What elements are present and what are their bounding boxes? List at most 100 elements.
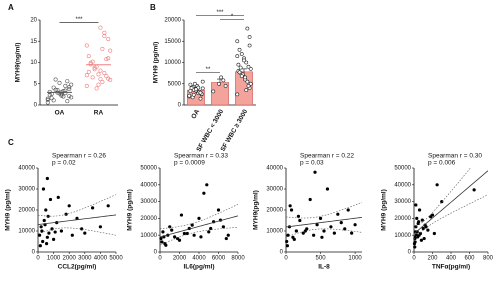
y-tick-label: 40000 [394,182,411,188]
data-point [102,71,107,76]
y-tick-label: 20000 [266,208,283,214]
x-tick-label: 0 [158,256,162,262]
fit-group [38,194,116,236]
annotation: p = 0.02 [52,160,76,167]
y-axis-label: MYH9 (pg/ml) [153,42,160,84]
data-point [294,229,298,233]
data-point [248,81,253,86]
annotation: p = 0.03 [300,160,324,167]
data-point [67,204,71,208]
data-point [236,62,241,67]
data-point [429,215,433,219]
data-point [44,208,48,212]
data-point [88,62,93,67]
x-tick-label: 0 [284,256,288,262]
y-tick-label: 0 [32,250,36,256]
data-point [242,58,246,63]
data-point [415,216,419,220]
data-point [244,60,249,65]
data-point [223,83,228,88]
data-point [53,87,58,92]
data-point [69,95,74,100]
data-point [83,231,87,235]
y-tick-label: 10000 [164,60,181,66]
y-axis-label: MYH9 (pg/ml) [5,189,12,231]
data-point [86,54,91,59]
data-point [39,225,43,229]
data-point [336,212,340,216]
y-tick-label: 20000 [164,18,181,24]
data-point [80,227,84,231]
data-point [84,73,89,78]
data-point [419,238,423,242]
y-axis-label: MYH9(pg/ml) [253,190,260,230]
annotation: Spearman r = 0.26 [52,153,106,160]
data-point [42,218,46,223]
y-tick-label: 5000 [168,81,182,87]
annotation: p = 0.0009 [174,160,205,167]
data-point [104,57,109,62]
data-point [226,233,230,237]
data-point [67,85,72,90]
data-point [424,225,428,229]
data-point [235,39,240,44]
data-point [96,82,101,87]
y-tick-label: 30000 [140,199,157,205]
data-point [200,86,205,91]
data-point [49,96,54,101]
y-tick-label: 30000 [266,187,283,193]
data-point [322,229,326,233]
data-point [414,235,418,239]
data-point [45,176,49,181]
data-point [303,229,307,233]
y-tick-label: 40000 [266,166,283,172]
data-point [298,218,302,223]
annotation: p = 0.006 [428,160,456,167]
y-tick-label: 0 [34,103,38,109]
y-tick-label: 20 [30,18,37,24]
data-point [102,30,107,35]
data-point [102,34,107,39]
data-point [205,183,209,187]
data-point [94,86,99,91]
data-point [414,203,418,207]
y-tick-label: 0 [178,103,182,109]
confidence-band [414,168,471,229]
annotation: Spearman r = 0.22 [300,153,354,160]
data-point [246,83,251,88]
data-point [209,226,213,231]
y-tick-label: 15000 [164,39,181,45]
data-point [106,204,110,208]
data-point [59,229,64,233]
data-point [472,188,476,192]
y-tick-label: 30000 [18,187,35,193]
data-point [164,243,168,247]
data-point [69,82,74,87]
confidence-band [286,228,362,238]
data-point [92,65,97,70]
data-point [353,223,357,227]
data-point [96,72,101,77]
data-point [63,83,68,88]
data-point [285,239,289,244]
data-point [75,216,79,220]
x-tick-label: 1000 [348,256,362,262]
data-point [45,96,50,101]
data-point [420,218,424,222]
panel-label: C [8,138,14,147]
data-point [312,233,316,237]
data-point [55,88,60,93]
data-point [426,228,430,232]
significance-label: *** [216,10,224,16]
data-point [221,225,225,229]
y-tick-label: 50000 [140,166,157,172]
x-tick-label: 4000 [94,256,108,262]
data-point [292,237,296,241]
y-tick-label: 20000 [140,216,157,222]
data-point [100,46,105,51]
data-point [45,235,49,239]
data-point [245,79,250,84]
data-point [211,89,216,94]
fit-line [286,216,362,228]
